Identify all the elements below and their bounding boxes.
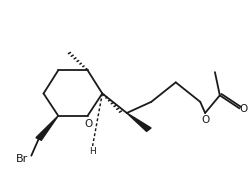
- Text: H: H: [89, 148, 96, 157]
- Polygon shape: [36, 116, 58, 140]
- Text: O: O: [84, 119, 92, 129]
- Text: O: O: [201, 115, 209, 125]
- Text: Br: Br: [15, 154, 28, 164]
- Polygon shape: [127, 113, 151, 131]
- Text: O: O: [240, 104, 248, 114]
